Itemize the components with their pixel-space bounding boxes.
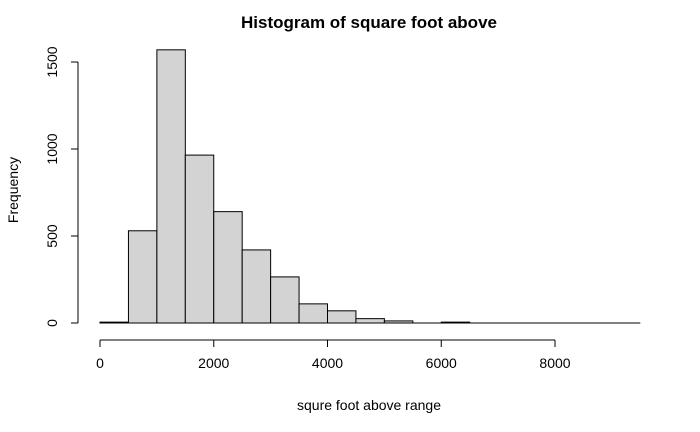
x-axis: 0 2000 4000 6000 8000 — [96, 339, 571, 371]
bars-group — [99, 49, 641, 324]
x-tick-label: 8000 — [539, 355, 570, 371]
y-tick-label: 500 — [44, 224, 60, 248]
x-tick-label: 4000 — [312, 355, 343, 371]
histogram-bar — [127, 230, 158, 324]
histogram-bar — [184, 154, 215, 324]
histogram-bar — [241, 249, 272, 324]
x-axis-label: squre foot above range — [297, 397, 441, 413]
x-tick-label: 2000 — [198, 355, 229, 371]
histogram-bar — [270, 276, 300, 324]
x-tick-label: 6000 — [426, 355, 457, 371]
y-tick-label: 1000 — [44, 133, 60, 164]
y-tick-label: 1500 — [44, 46, 60, 77]
y-axis-label: Frequency — [5, 157, 21, 223]
histogram-bar — [327, 310, 357, 324]
chart-title: Histogram of square foot above — [241, 13, 497, 32]
histogram-bar — [355, 318, 385, 324]
histogram-bar — [298, 303, 328, 324]
histogram-bar — [156, 49, 186, 324]
histogram-bar — [213, 211, 243, 324]
y-axis: 0 500 1000 1500 — [44, 46, 79, 327]
x-tick-label: 0 — [96, 355, 104, 371]
y-tick-label: 0 — [44, 319, 60, 327]
